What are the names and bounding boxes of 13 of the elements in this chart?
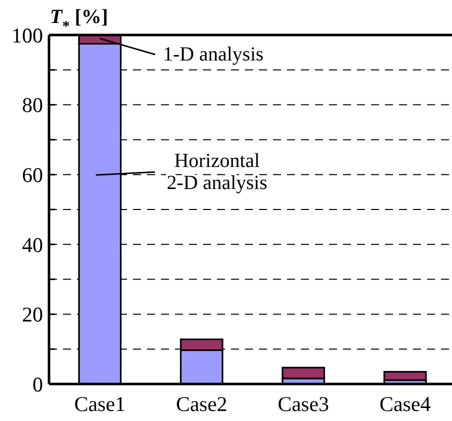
x-tick-label: Case4 [379, 392, 432, 416]
y-tick-label: 0 [32, 372, 43, 396]
y-tick-label: 40 [22, 232, 43, 257]
y-tick-label: 100 [12, 23, 43, 48]
x-tick-label: Case1 [74, 392, 126, 416]
annotation: Horizontal 2-D analysis [166, 150, 268, 194]
annotation: 1-D analysis [163, 43, 264, 66]
y-tick-label: 60 [22, 162, 43, 187]
x-tick-label: Case3 [278, 392, 330, 416]
y-tick-label: 80 [22, 93, 43, 118]
x-tick-label: Case2 [176, 392, 228, 416]
y-tick-label: 20 [22, 302, 43, 327]
y-axis-title: T$_{*}$ [%] [50, 6, 108, 35]
